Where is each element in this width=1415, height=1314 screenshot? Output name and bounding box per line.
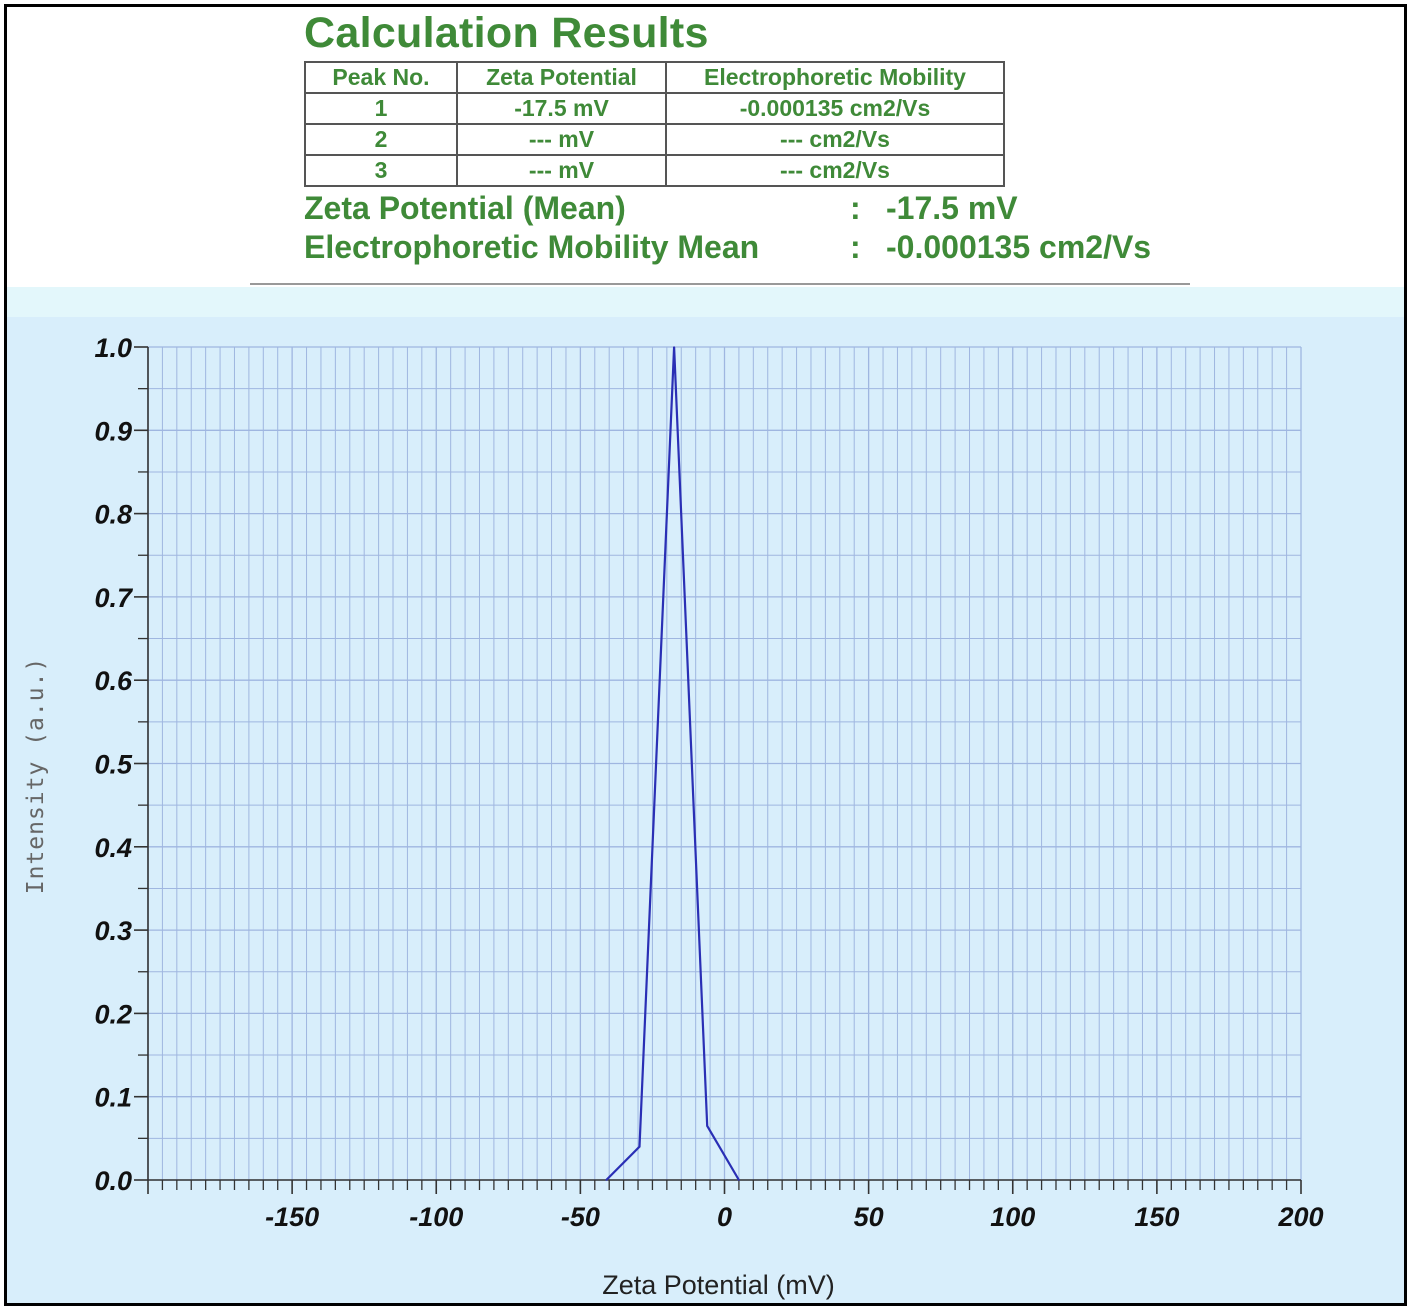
cell-mobility: -0.000135 cm2/Vs	[665, 92, 1005, 125]
data-point	[638, 1145, 641, 1148]
mobility-mean-row: Electrophoretic Mobility Mean : -0.00013…	[304, 229, 1204, 269]
zeta-mean-label: Zeta Potential (Mean)	[304, 190, 626, 226]
y-tick-label: 0.1	[94, 1083, 132, 1113]
zeta-mean-row: Zeta Potential (Mean) : -17.5 mV	[304, 190, 1204, 230]
y-tick-label: 0.7	[94, 583, 134, 613]
table-row: 2 --- mV --- cm2/Vs	[304, 123, 1005, 156]
cell-zeta-potential: --- mV	[456, 123, 667, 156]
x-tick-label: -100	[409, 1202, 463, 1232]
cell-zeta-potential: -17.5 mV	[456, 92, 667, 125]
series-layer	[605, 346, 740, 1181]
x-tick-label: 100	[990, 1202, 1035, 1232]
cell-peak-no: 3	[304, 154, 458, 187]
cell-peak-no: 2	[304, 123, 458, 156]
table-row: 1 -17.5 mV -0.000135 cm2/Vs	[304, 92, 1005, 125]
cell-zeta-potential: --- mV	[456, 154, 667, 187]
header-zeta-potential: Zeta Potential	[456, 61, 667, 94]
x-axis-title: Zeta Potential (mV)	[602, 1270, 835, 1300]
table-header-row: Peak No. Zeta Potential Electrophoretic …	[304, 61, 1005, 94]
zeta-mean-separator: :	[850, 190, 861, 226]
mobility-mean-separator: :	[850, 229, 861, 265]
y-tick-label: 1.0	[94, 333, 132, 363]
x-tick-label: 50	[854, 1202, 884, 1232]
header-electrophoretic-mobility: Electrophoretic Mobility	[665, 61, 1005, 94]
y-tick-label: 0.4	[94, 833, 132, 863]
y-tick-label: 0.9	[94, 416, 132, 446]
mobility-mean-value: -0.000135 cm2/Vs	[886, 229, 1152, 265]
cell-mobility: --- cm2/Vs	[665, 154, 1005, 187]
data-point	[738, 1179, 740, 1181]
cell-peak-no: 1	[304, 92, 458, 125]
y-tick-label: 0.6	[94, 666, 133, 696]
header-peak-no: Peak No.	[304, 61, 458, 94]
x-tick-label: 200	[1277, 1202, 1323, 1232]
x-tick-label: -150	[265, 1202, 319, 1232]
y-axis-title: Intensity (a.u.)	[23, 657, 49, 895]
data-point	[673, 346, 675, 348]
cell-mobility: --- cm2/Vs	[665, 123, 1005, 156]
band-separator	[7, 287, 1404, 317]
y-tick-label: 0.0	[94, 1166, 132, 1196]
data-point	[706, 1125, 709, 1127]
y-tick-label: 0.8	[94, 500, 132, 530]
x-tick-label: 150	[1134, 1202, 1179, 1232]
figure-frame: Calculation Results Peak No. Zeta Potent…	[4, 4, 1407, 1306]
header-divider	[250, 283, 1190, 285]
results-panel: Calculation Results Peak No. Zeta Potent…	[7, 7, 1404, 287]
y-tick-label: 0.3	[94, 916, 132, 946]
results-title: Calculation Results	[304, 9, 709, 57]
y-tick-labels: 0.0 0.1 0.2 0.3 0.4 0.5 0.6 0.7 0.8 0.9 1.0	[94, 333, 134, 1196]
zeta-mean-value: -17.5 mV	[886, 190, 1018, 226]
x-tick-label: -50	[561, 1202, 600, 1232]
results-table: Peak No. Zeta Potential Electrophoretic …	[304, 61, 1005, 187]
y-tick-label: 0.2	[94, 999, 132, 1029]
axis-ticks	[134, 346, 1302, 1194]
zeta-potential-chart: -150 -100 -50 0 50 100 150 200 0.00.10.20.30.40…	[23, 333, 1324, 1300]
table-row: 3 --- mV --- cm2/Vs	[304, 154, 1005, 187]
x-tick-labels: -150 -100 -50 0 50 100 150 200	[265, 1202, 1323, 1232]
x-tick-label: 0	[717, 1202, 732, 1232]
data-point	[605, 1179, 608, 1181]
axes	[147, 347, 1301, 1181]
plot-area: -150 -100 -50 0 50 100 150 200 0.0 0.1 0.2 0.3 0.4 0…	[7, 317, 1404, 1303]
y-tick-label: 0.5	[94, 750, 133, 780]
mobility-mean-label: Electrophoretic Mobility Mean	[304, 229, 760, 265]
